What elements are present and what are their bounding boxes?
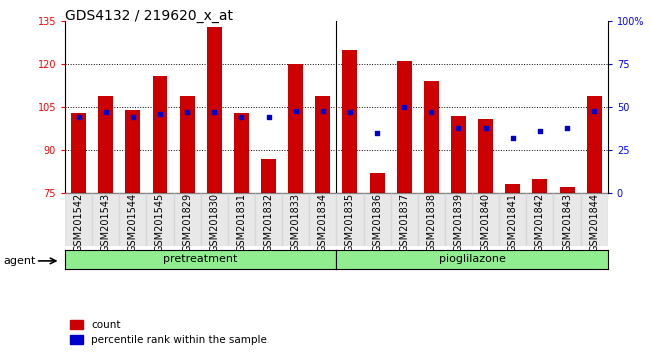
Bar xyxy=(65,193,92,246)
Bar xyxy=(153,76,168,193)
Text: GSM201833: GSM201833 xyxy=(291,193,301,252)
Bar xyxy=(228,193,255,246)
Bar xyxy=(255,193,282,246)
Text: GSM201837: GSM201837 xyxy=(399,193,410,252)
Bar xyxy=(343,50,358,193)
Bar xyxy=(125,110,140,193)
Point xyxy=(344,109,355,115)
Point xyxy=(291,108,301,113)
Point xyxy=(127,115,138,120)
Point xyxy=(426,109,437,115)
Point xyxy=(562,125,572,131)
Text: GSM201831: GSM201831 xyxy=(237,193,246,252)
Point xyxy=(73,115,84,120)
Text: GSM201834: GSM201834 xyxy=(318,193,328,252)
Bar xyxy=(580,193,608,246)
Text: agent: agent xyxy=(3,256,36,266)
Bar xyxy=(554,193,580,246)
Bar xyxy=(363,193,391,246)
Bar xyxy=(478,119,493,193)
Bar xyxy=(92,193,120,246)
Text: GSM201832: GSM201832 xyxy=(263,193,274,252)
Bar xyxy=(526,193,554,246)
Bar xyxy=(505,184,520,193)
Bar xyxy=(396,61,411,193)
Bar xyxy=(418,193,445,246)
Bar xyxy=(98,96,113,193)
Point xyxy=(101,109,111,115)
Bar xyxy=(391,193,418,246)
Bar xyxy=(146,193,174,246)
Text: pioglilazone: pioglilazone xyxy=(439,254,506,264)
Point xyxy=(480,125,491,131)
Text: GSM201838: GSM201838 xyxy=(426,193,436,252)
Bar xyxy=(120,193,146,246)
Bar xyxy=(445,193,472,246)
Bar xyxy=(424,81,439,193)
Bar xyxy=(234,113,249,193)
Point xyxy=(209,109,220,115)
Bar xyxy=(451,116,466,193)
Point xyxy=(589,108,599,113)
Bar xyxy=(499,193,526,246)
Text: GSM201544: GSM201544 xyxy=(128,193,138,252)
Bar xyxy=(587,96,602,193)
Point xyxy=(318,108,328,113)
Bar xyxy=(282,193,309,246)
Text: GSM201842: GSM201842 xyxy=(535,193,545,252)
Point xyxy=(155,111,165,117)
Text: GSM201841: GSM201841 xyxy=(508,193,518,252)
Bar xyxy=(261,159,276,193)
Bar xyxy=(309,193,337,246)
Text: GSM201545: GSM201545 xyxy=(155,193,165,252)
Text: GSM201835: GSM201835 xyxy=(345,193,355,252)
Bar xyxy=(472,193,499,246)
Point xyxy=(182,109,192,115)
Point xyxy=(399,104,410,110)
Text: pretreatment: pretreatment xyxy=(164,254,238,264)
Bar xyxy=(174,193,201,246)
Point xyxy=(263,115,274,120)
Text: GSM201543: GSM201543 xyxy=(101,193,111,252)
Text: GSM201542: GSM201542 xyxy=(73,193,84,252)
Point xyxy=(236,115,246,120)
Legend: count, percentile rank within the sample: count, percentile rank within the sample xyxy=(70,320,267,345)
Bar xyxy=(201,193,227,246)
Bar xyxy=(179,96,194,193)
Point xyxy=(453,125,463,131)
Bar xyxy=(315,96,330,193)
Point xyxy=(535,128,545,134)
Bar xyxy=(207,27,222,193)
Bar xyxy=(71,113,86,193)
Text: GSM201843: GSM201843 xyxy=(562,193,572,252)
Point xyxy=(372,130,382,136)
Bar xyxy=(560,187,575,193)
Bar xyxy=(288,64,303,193)
Bar xyxy=(370,173,385,193)
Bar xyxy=(532,179,547,193)
Text: GDS4132 / 219620_x_at: GDS4132 / 219620_x_at xyxy=(65,9,233,23)
Point xyxy=(508,135,518,141)
Text: GSM201840: GSM201840 xyxy=(480,193,491,252)
Text: GSM201830: GSM201830 xyxy=(209,193,219,252)
Text: GSM201836: GSM201836 xyxy=(372,193,382,252)
Bar xyxy=(337,193,363,246)
Text: GSM201844: GSM201844 xyxy=(589,193,599,252)
Text: GSM201829: GSM201829 xyxy=(182,193,192,252)
Text: GSM201839: GSM201839 xyxy=(454,193,463,252)
